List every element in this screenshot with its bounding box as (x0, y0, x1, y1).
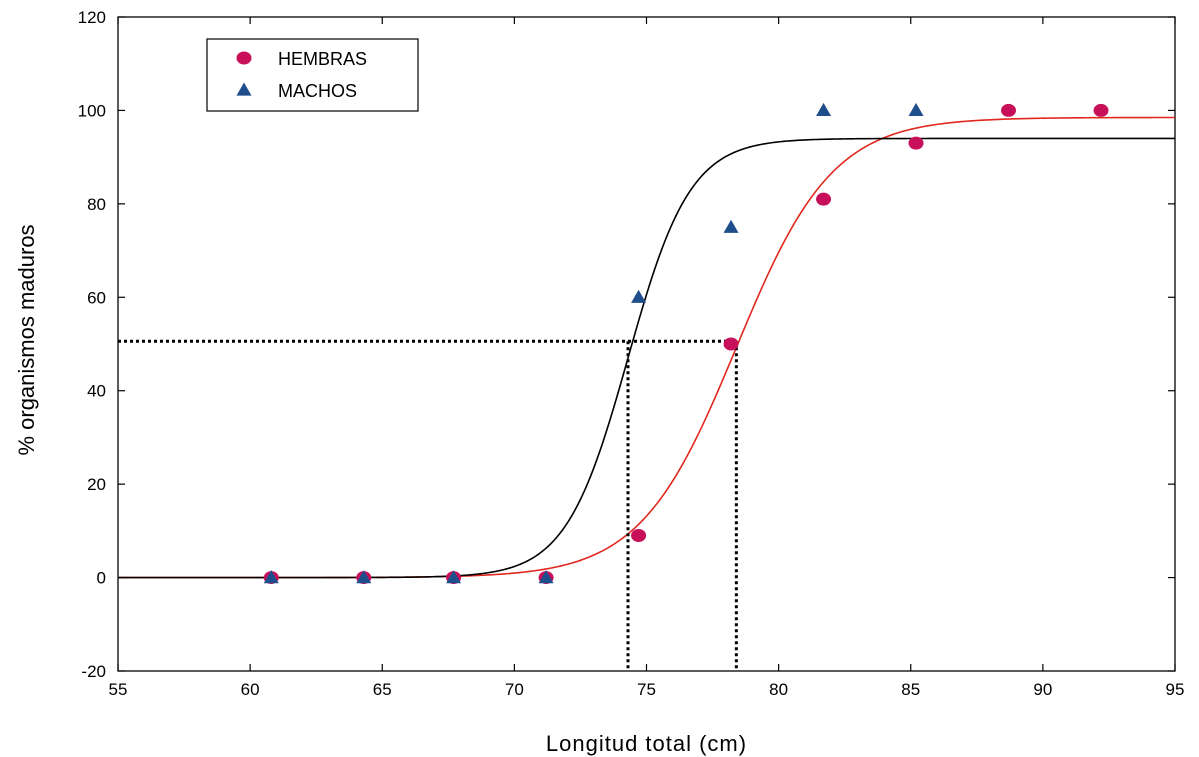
axes (117, 16, 1176, 672)
x-tick-label: 65 (373, 680, 392, 699)
y-axis-title: % organismos maduros (14, 224, 39, 455)
y-tick-label: 20 (87, 475, 106, 494)
point-machos (263, 570, 279, 584)
point-machos (538, 570, 554, 584)
point-hembras (1001, 103, 1017, 117)
y-tick-label: 60 (87, 288, 106, 307)
point-machos (356, 570, 372, 584)
x-tick-label: 55 (109, 680, 128, 699)
point-machos (631, 289, 647, 303)
x-tick-label: 85 (901, 680, 920, 699)
x-tick-label: 80 (769, 680, 788, 699)
legend-label-machos: MACHOS (278, 81, 357, 101)
y-tick-label: 100 (78, 101, 106, 120)
y-tick-label: 80 (87, 195, 106, 214)
y-tick-label: 40 (87, 382, 106, 401)
fitted-curves (118, 116, 1175, 579)
data-points (263, 102, 1109, 585)
point-hembras (631, 529, 647, 543)
legend: HEMBRAS MACHOS (206, 38, 419, 112)
point-machos (816, 102, 832, 117)
plot-frame (117, 16, 1176, 672)
reference-lines (118, 339, 738, 671)
point-machos (446, 570, 462, 584)
curve-machos (118, 137, 1175, 579)
legend-marker-machos (236, 82, 252, 96)
point-machos (908, 102, 924, 117)
legend-marker-hembras (236, 51, 252, 65)
point-machos (723, 219, 739, 233)
legend-label-hembras: HEMBRAS (278, 49, 367, 69)
point-hembras (816, 192, 832, 206)
x-axis-title: Longitud total (cm) (546, 731, 747, 756)
point-hembras (908, 136, 924, 150)
y-tick-label: 0 (97, 569, 106, 588)
tick-labels: 55 60 65 70 75 80 85 90 95 -20 0 20 40 60 80 100 120 (78, 8, 1185, 699)
x-tick-label: 70 (505, 680, 524, 699)
point-hembras (723, 337, 739, 351)
x-tick-label: 95 (1166, 680, 1185, 699)
x-tick-label: 60 (241, 680, 260, 699)
point-hembras (1093, 103, 1109, 117)
y-tick-label: -20 (81, 662, 106, 681)
x-tick-label: 75 (637, 680, 656, 699)
legend-box (206, 38, 419, 112)
curve-hembras (118, 116, 1175, 579)
y-tick-label: 120 (78, 8, 106, 27)
x-tick-label: 90 (1033, 680, 1052, 699)
